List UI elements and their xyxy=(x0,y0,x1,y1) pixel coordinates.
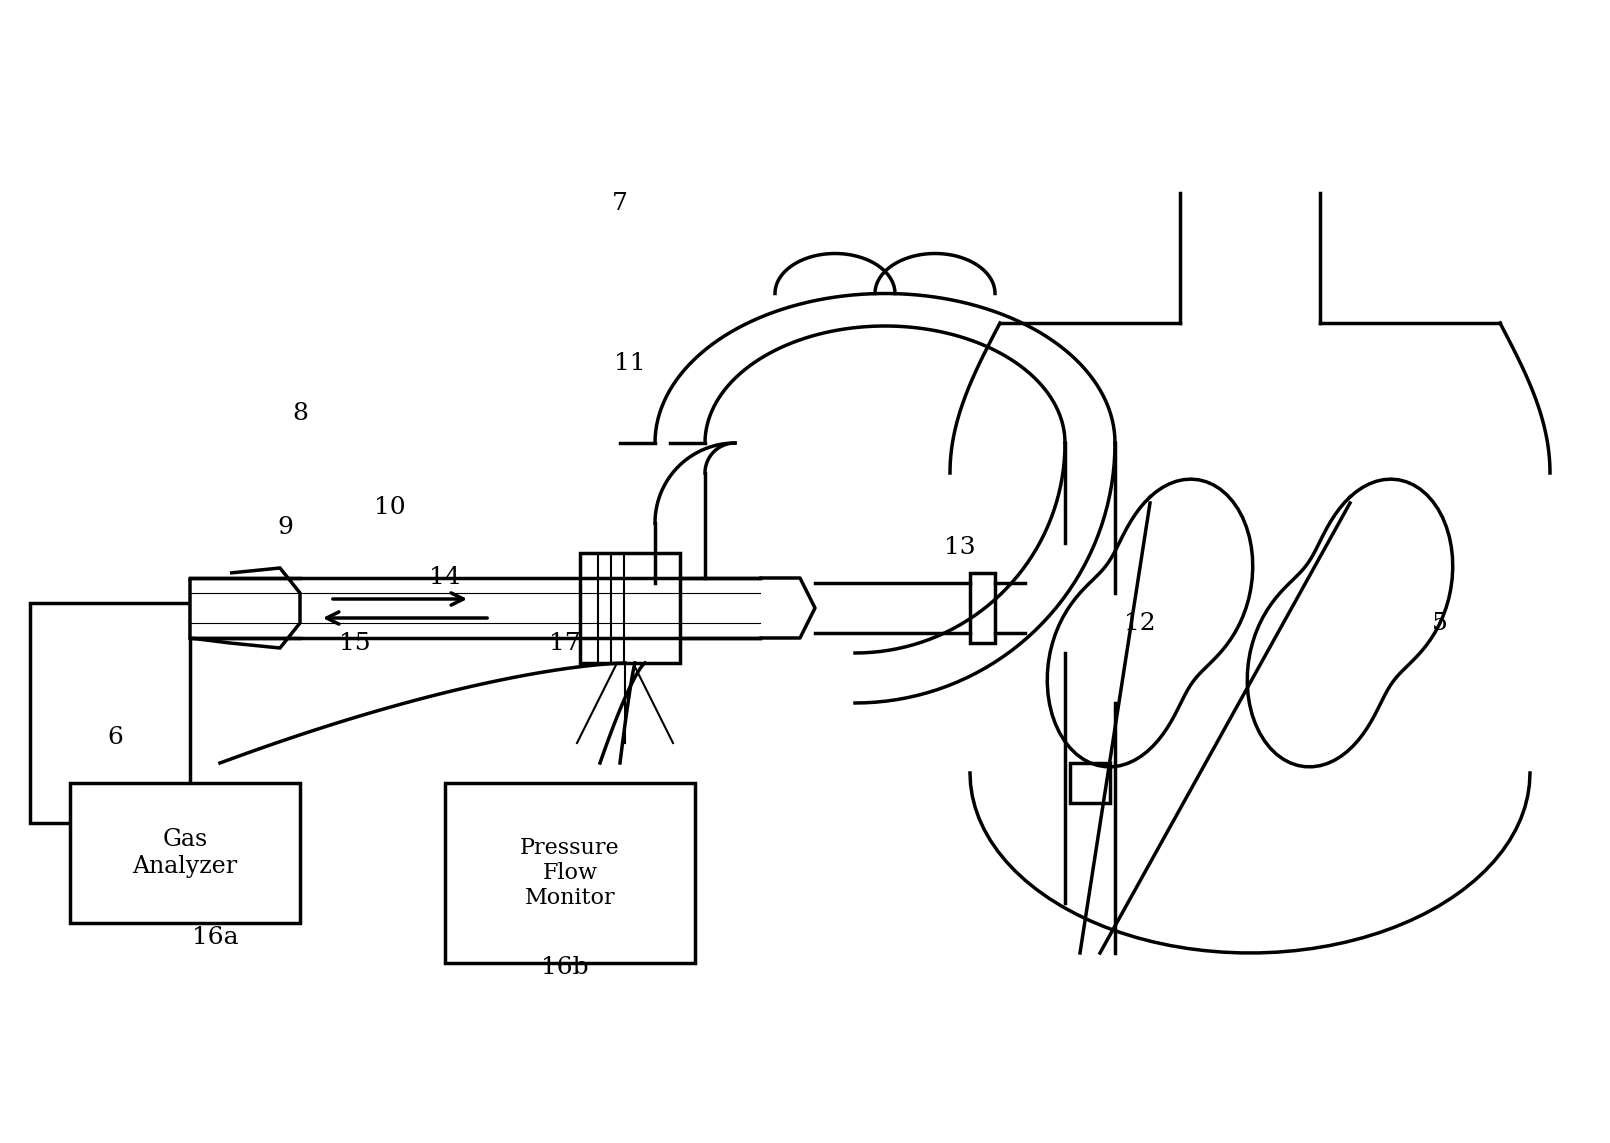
Text: 14: 14 xyxy=(430,567,460,590)
Text: 13: 13 xyxy=(943,536,976,560)
Text: 16a: 16a xyxy=(192,927,238,950)
FancyBboxPatch shape xyxy=(444,783,696,964)
Polygon shape xyxy=(190,568,299,648)
Text: 12: 12 xyxy=(1124,612,1156,634)
FancyBboxPatch shape xyxy=(69,783,299,924)
FancyBboxPatch shape xyxy=(580,553,679,663)
Text: 11: 11 xyxy=(615,352,646,375)
Text: Gas
Analyzer: Gas Analyzer xyxy=(132,829,238,878)
Text: 7: 7 xyxy=(612,192,628,215)
Text: 5: 5 xyxy=(1431,612,1447,634)
Text: 9: 9 xyxy=(277,517,293,539)
FancyBboxPatch shape xyxy=(1071,764,1109,804)
Text: 10: 10 xyxy=(374,496,406,520)
Text: Pressure
Flow
Monitor: Pressure Flow Monitor xyxy=(520,837,620,910)
Text: 8: 8 xyxy=(291,401,308,424)
Text: 16b: 16b xyxy=(541,957,589,980)
FancyBboxPatch shape xyxy=(969,573,995,644)
Text: 17: 17 xyxy=(549,631,581,655)
FancyBboxPatch shape xyxy=(31,604,190,823)
Text: 6: 6 xyxy=(106,727,122,750)
Text: 15: 15 xyxy=(340,631,370,655)
